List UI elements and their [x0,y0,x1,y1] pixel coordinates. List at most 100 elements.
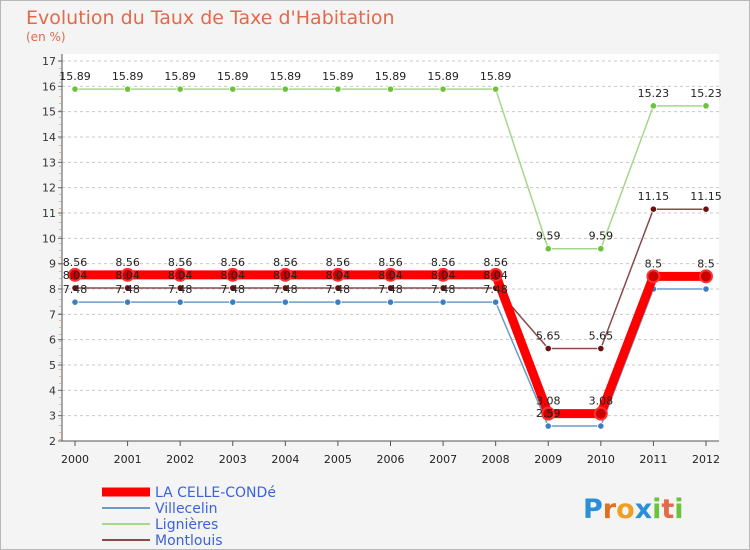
x-tick-label: 2008 [482,453,510,466]
series-point-3 [281,284,289,292]
data-label-3: 8.04 [221,269,246,282]
x-tick-label: 2006 [377,453,405,466]
proxiti-logo: Proxiti [583,494,684,525]
series-point-2 [597,245,605,253]
series-point-2 [386,85,395,93]
data-label-2: 15.89 [59,70,91,83]
series-point-3 [386,284,395,292]
series-point-2 [176,85,184,93]
series-point-0 [593,406,608,421]
data-label-1: 7.48 [378,283,403,296]
data-label-2: 15.89 [375,70,407,83]
series-point-2 [544,245,552,253]
data-label-3: 8.04 [168,269,193,282]
x-tick-label: 2007 [429,453,457,466]
legend-label: Montlouis [155,533,223,549]
series-point-1 [492,298,500,306]
series-point-0 [68,267,82,282]
y-tick-label: 3 [49,410,56,423]
data-label-0: 3.08 [536,395,561,408]
data-label-1: 2.59 [536,407,561,420]
series-point-0 [699,269,713,284]
series-point-0 [436,267,451,282]
data-label-2: 15.89 [217,70,249,83]
x-tick-label: 2001 [114,453,142,466]
series-point-0 [646,269,661,284]
y-tick-label: 16 [42,80,56,93]
data-label-1: 7.48 [63,283,88,296]
data-label-1: 7.48 [326,283,351,296]
data-label-2: 15.89 [322,70,354,83]
series-point-1 [281,298,289,306]
data-label-0: 8.56 [483,256,508,269]
data-label-0: 8.56 [115,256,140,269]
y-tick-label: 13 [42,156,56,169]
data-label-3: 8.04 [273,269,298,282]
data-label-3: 8.04 [326,269,351,282]
data-label-2: 15.89 [164,70,196,83]
series-point-0 [225,267,240,282]
data-label-1: 7.48 [431,283,456,296]
data-label-3: 8.04 [378,269,403,282]
series-point-0 [278,267,293,282]
data-label-2: 15.23 [690,87,722,100]
data-label-2: 15.89 [112,70,144,83]
series-point-0 [488,267,503,282]
y-tick-label: 9 [49,258,56,271]
series-point-1 [544,422,552,430]
axes: 2 3 4 5 6 7 8 9 10 11 12 13 14 15 16 17 2000 2001 2002 2003… [42,54,720,466]
data-label-0: 8.56 [273,256,298,269]
data-label-2: 15.23 [638,87,670,100]
y-tick-label: 6 [49,334,56,347]
series-point-1 [229,298,237,306]
legend-label: LA CELLE-CONDé [155,485,276,501]
data-label-3: 11.15 [638,190,670,203]
data-label-0: 8.56 [378,256,403,269]
legend-label: Villecelin [155,501,218,517]
data-label-2: 15.89 [270,70,302,83]
series-point-3 [123,284,132,292]
data-label-3: 5.65 [536,330,561,343]
x-tick-label: 2011 [639,453,667,466]
series-point-3 [334,284,342,292]
y-tick-label: 2 [49,435,56,448]
series-point-2 [702,102,710,110]
y-tick-label: 14 [42,131,56,144]
series-layer [68,85,713,430]
series-point-3 [649,205,658,213]
series-point-0 [173,267,188,282]
watermark-text: Proxiti [583,494,684,525]
x-tick-label: 2000 [61,453,89,466]
data-label-2: 9.59 [589,230,614,243]
data-labels: 8.56 8.56 8.56 8.56 8.56 8.56 8.56 8.56 8.56 3.08… [59,70,722,420]
series-point-0 [120,267,135,282]
series-point-2 [123,85,132,93]
x-tick-label: 2012 [692,453,720,466]
grid [62,54,719,442]
data-label-0: 8.56 [326,256,351,269]
series-point-3 [439,284,447,292]
y-tick-label: 15 [42,106,56,119]
y-tick-label: 5 [49,359,56,372]
series-point-2 [649,102,658,110]
data-label-3: 11.15 [690,190,722,203]
data-label-0: 8.5 [697,257,715,270]
data-label-3: 5.65 [589,330,614,343]
x-tick-label: 2005 [324,453,352,466]
series-point-3 [702,205,710,213]
x-tick-label: 2002 [166,453,194,466]
data-label-1: 7.48 [115,283,140,296]
data-label-3: 8.04 [63,269,88,282]
y-tick-label: 10 [42,232,56,245]
series-point-3 [229,284,237,292]
series-point-2 [229,85,237,93]
data-label-3: 8.04 [115,269,140,282]
y-tick-label: 11 [42,207,56,220]
data-label-0: 8.56 [63,256,88,269]
y-tick-label: 4 [49,384,56,397]
data-label-1: 7.48 [221,283,246,296]
data-label-2: 15.89 [480,70,512,83]
series-point-2 [492,85,500,93]
plot-area [62,54,719,441]
